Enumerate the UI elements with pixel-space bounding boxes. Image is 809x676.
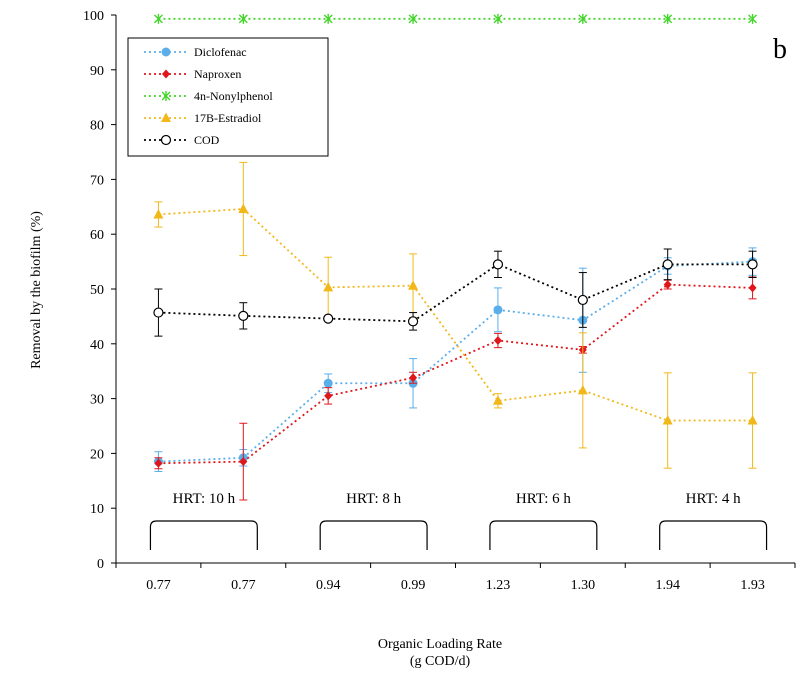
x-tick-label: 1.23 bbox=[486, 578, 511, 593]
series-line bbox=[158, 263, 753, 323]
data-point bbox=[493, 336, 502, 346]
hrt-bracket bbox=[659, 520, 768, 550]
data-point bbox=[748, 283, 757, 293]
axes: 0 10 20 30 40 50 60 70 80 90 100 0.77 0.77 0.94 0.99 1.… bbox=[83, 9, 796, 593]
y-tick-label: 90 bbox=[90, 64, 104, 79]
x-tick-label: 0.94 bbox=[316, 578, 341, 593]
data-point bbox=[408, 13, 418, 24]
data-point bbox=[662, 415, 673, 425]
data-point bbox=[662, 259, 673, 270]
x-tick-label: 1.94 bbox=[655, 578, 680, 593]
x-axis-title: Organic Loading Rate bbox=[378, 637, 502, 652]
series-line bbox=[158, 283, 753, 465]
data-point bbox=[323, 281, 334, 292]
hrt-bracket bbox=[489, 520, 598, 550]
y-tick-label: 70 bbox=[90, 173, 104, 188]
data-point bbox=[154, 458, 163, 468]
hrt-bracket bbox=[149, 520, 258, 550]
legend-box bbox=[127, 37, 329, 157]
series-line bbox=[158, 208, 753, 422]
x-tick-label: 0.77 bbox=[146, 578, 171, 593]
data-point bbox=[160, 134, 172, 146]
series-naproxen bbox=[154, 276, 757, 501]
hrt-bracket bbox=[319, 520, 428, 550]
data-point bbox=[409, 373, 418, 383]
legend-label: Naproxen bbox=[194, 67, 241, 81]
series-cod bbox=[153, 248, 758, 337]
hrt-label: HRT: 8 h bbox=[346, 491, 402, 507]
y-tick-label: 60 bbox=[90, 228, 104, 243]
y-tick-label: 50 bbox=[90, 283, 104, 298]
data-point bbox=[408, 280, 419, 290]
y-tick-label: 80 bbox=[90, 119, 104, 134]
data-point bbox=[324, 391, 333, 401]
x-tick-label: 0.77 bbox=[231, 578, 256, 593]
y-tick-label: 40 bbox=[90, 338, 104, 353]
legend-label: 17B-Estradiol bbox=[194, 111, 262, 125]
data-point bbox=[492, 395, 503, 405]
y-tick-label: 100 bbox=[83, 9, 104, 24]
x-tick-label: 1.30 bbox=[571, 578, 596, 593]
panel-label: b bbox=[773, 34, 787, 65]
data-point bbox=[748, 13, 758, 24]
hrt-label: HRT: 6 h bbox=[516, 491, 572, 507]
legend-label: COD bbox=[194, 133, 220, 147]
series-line bbox=[158, 260, 753, 463]
data-point bbox=[238, 310, 249, 321]
data-point bbox=[161, 47, 171, 57]
hrt-annotations: HRT: 10 h HRT: 8 h HRT: 6 h HRT: 4 h bbox=[149, 491, 768, 550]
data-point bbox=[323, 313, 334, 324]
data-point bbox=[161, 91, 171, 101]
legend: Diclofenac Naproxen 4n-Nonylphenol 17B-Estr… bbox=[127, 37, 329, 157]
hrt-label: HRT: 10 h bbox=[173, 491, 236, 507]
data-point bbox=[492, 259, 504, 270]
y-tick-label: 20 bbox=[90, 447, 104, 462]
series-4n-nonylphenol bbox=[153, 13, 758, 24]
y-tick-label: 10 bbox=[90, 502, 104, 517]
legend-label: Diclofenac bbox=[194, 45, 247, 59]
data-point bbox=[161, 112, 171, 122]
data-point bbox=[577, 294, 588, 306]
data-point bbox=[493, 305, 503, 315]
data-point bbox=[153, 208, 164, 219]
data-point bbox=[153, 307, 164, 318]
y-tick-label: 0 bbox=[97, 557, 104, 572]
data-point bbox=[238, 203, 249, 213]
series-17b-estradiol bbox=[153, 161, 758, 469]
y-axis-title: Removal by the biofilm (%) bbox=[29, 211, 44, 369]
legend-label: 4n-Nonylphenol bbox=[194, 89, 273, 103]
hrt-label: HRT: 4 h bbox=[686, 491, 742, 507]
data-point bbox=[747, 259, 758, 270]
data-point bbox=[493, 13, 503, 24]
data-point bbox=[747, 415, 758, 425]
data-point bbox=[323, 13, 333, 24]
x-tick-label: 0.99 bbox=[401, 578, 426, 593]
y-tick-label: 30 bbox=[90, 393, 104, 408]
data-point bbox=[238, 13, 248, 24]
x-tick-label: 1.93 bbox=[740, 578, 765, 593]
data-point bbox=[663, 13, 673, 24]
data-point bbox=[407, 316, 419, 327]
data-point bbox=[162, 69, 170, 79]
x-axis-subtitle: (g COD/d) bbox=[410, 654, 471, 669]
series-layer bbox=[153, 13, 758, 501]
data-point bbox=[239, 457, 248, 467]
data-point bbox=[578, 13, 588, 24]
data-point bbox=[663, 280, 672, 290]
data-point bbox=[577, 384, 588, 395]
data-point bbox=[323, 378, 333, 388]
data-point bbox=[153, 13, 163, 24]
